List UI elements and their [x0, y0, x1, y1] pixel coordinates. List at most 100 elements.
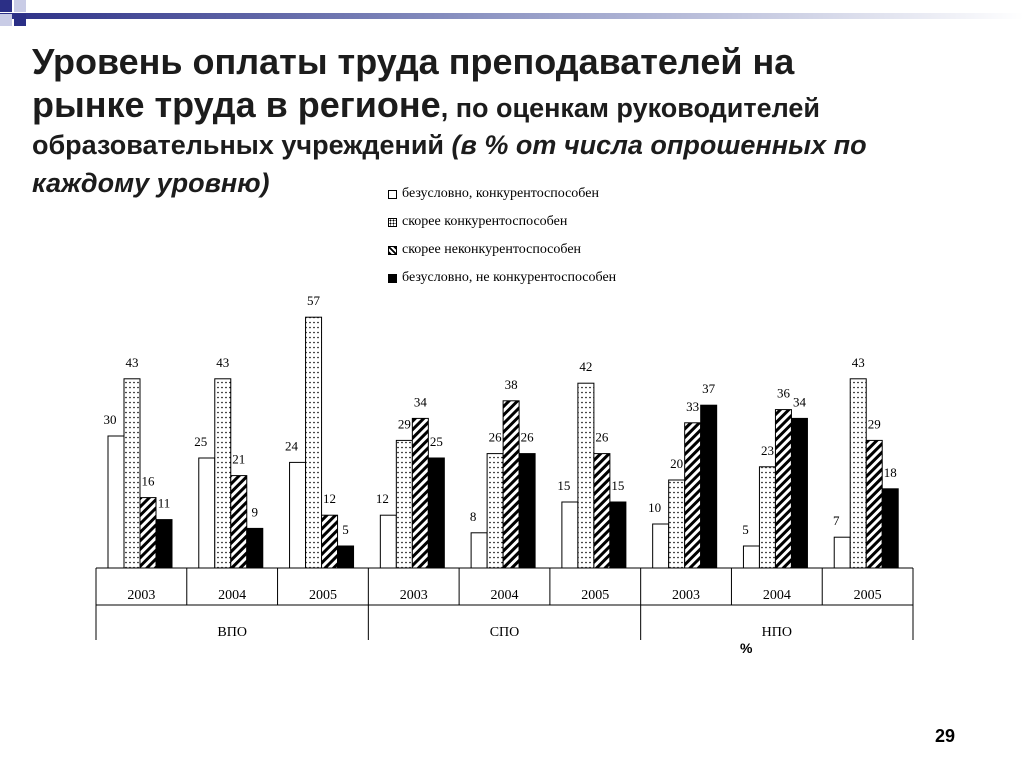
- bar-rather-competitive: [123, 378, 141, 569]
- bar-rather-competitive: [758, 466, 776, 569]
- data-label: 5: [342, 522, 349, 537]
- bar-certainly-competitive: [833, 536, 851, 569]
- data-label: 29: [398, 416, 411, 431]
- data-label: 12: [323, 491, 336, 506]
- legend-item: скорее конкурентоспособен: [388, 208, 616, 236]
- data-label: 12: [376, 491, 389, 506]
- data-label: 26: [489, 430, 503, 445]
- legend-item: безусловно, не конкурентоспособен: [388, 264, 616, 292]
- legend-item: скорее неконкурентоспособен: [388, 236, 616, 264]
- bar-rather-competitive: [395, 439, 413, 569]
- data-label: 36: [777, 386, 791, 401]
- x-tick-label-year: 2003: [127, 588, 155, 603]
- data-label: 57: [307, 293, 321, 308]
- bar-rather-competitive: [668, 479, 686, 569]
- bar-certainly-uncompetitive: [881, 488, 899, 569]
- data-label: 8: [470, 509, 477, 524]
- legend-label: безусловно, не конкурентоспособен: [402, 270, 617, 285]
- bar-certainly-competitive: [379, 514, 397, 569]
- data-label: 43: [216, 355, 229, 370]
- data-label: 34: [414, 394, 428, 409]
- x-tick-label-year: 2003: [400, 588, 428, 603]
- data-label: 42: [579, 359, 592, 374]
- data-label: 26: [595, 430, 609, 445]
- bar-certainly-uncompetitive: [518, 453, 536, 569]
- unit-label: %: [740, 640, 753, 656]
- title-line-2-rest: , по оценкам руководителей: [440, 93, 820, 123]
- x-group-label: СПО: [490, 625, 520, 640]
- bar-rather-competitive: [849, 378, 867, 569]
- bar-certainly-competitive: [289, 461, 307, 569]
- bar-certainly-competitive: [561, 501, 579, 569]
- bar-rather-uncompetitive: [139, 497, 157, 569]
- legend-swatch-diagonal: [388, 245, 397, 255]
- data-label: 38: [505, 377, 518, 392]
- data-label: 33: [686, 399, 699, 414]
- data-label: 10: [648, 500, 661, 515]
- x-tick-label-year: 2005: [309, 588, 337, 603]
- bar-rather-uncompetitive: [230, 475, 248, 569]
- bar-rather-uncompetitive: [411, 417, 429, 569]
- x-tick-label-year: 2004: [218, 588, 246, 603]
- x-tick-label-year: 2005: [854, 588, 882, 603]
- bar-rather-competitive: [577, 382, 595, 569]
- bar-certainly-competitive: [652, 523, 670, 569]
- bar-rather-uncompetitive: [502, 400, 520, 569]
- bar-certainly-uncompetitive: [700, 404, 718, 569]
- data-label: 5: [742, 522, 749, 537]
- data-label: 25: [194, 434, 207, 449]
- data-label: 23: [761, 443, 774, 458]
- data-label: 24: [285, 438, 299, 453]
- bar-certainly-uncompetitive: [337, 545, 355, 569]
- bar-rather-uncompetitive: [321, 514, 339, 569]
- bar-certainly-uncompetitive: [609, 501, 627, 569]
- bar-certainly-competitive: [742, 545, 760, 569]
- x-tick-label-year: 2005: [581, 588, 609, 603]
- bar-rather-competitive: [214, 378, 232, 569]
- data-label: 34: [793, 394, 807, 409]
- x-group-label: НПО: [762, 625, 792, 640]
- data-label: 15: [557, 478, 570, 493]
- legend-item: безусловно, конкурентоспособен: [388, 180, 616, 208]
- bar-certainly-competitive: [470, 532, 488, 569]
- data-label: 37: [702, 381, 716, 396]
- title-line-1: Уровень оплаты труда преподавателей на: [32, 41, 795, 82]
- data-label: 11: [158, 496, 171, 511]
- x-tick-label-year: 2004: [763, 588, 791, 603]
- data-label: 20: [670, 456, 683, 471]
- data-label: 43: [852, 355, 865, 370]
- chart-legend: безусловно, конкурентоспособен скорее ко…: [388, 180, 616, 292]
- data-label: 30: [104, 412, 117, 427]
- bar-rather-uncompetitive: [593, 453, 611, 569]
- data-label: 21: [232, 452, 245, 467]
- bar-certainly-uncompetitive: [246, 527, 264, 569]
- x-tick-label-year: 2003: [672, 588, 700, 603]
- legend-label: скорее неконкурентоспособен: [402, 242, 582, 257]
- page-number: 29: [935, 726, 956, 746]
- bar-certainly-uncompetitive: [790, 417, 808, 569]
- legend-swatch-black: [388, 273, 397, 283]
- slide-title: Уровень оплаты труда преподавателей на р…: [32, 40, 932, 202]
- bar-certainly-competitive: [107, 435, 125, 569]
- bar-rather-uncompetitive: [865, 439, 883, 569]
- data-label: 43: [126, 355, 139, 370]
- title-line-2-main: рынке труда в регионе: [32, 84, 441, 125]
- x-tick-label-year: 2004: [491, 588, 519, 603]
- title-line-4-italic: каждому уровню): [32, 168, 270, 198]
- legend-swatch-dots: [388, 217, 397, 227]
- legend-label: безусловно, конкурентоспособен: [402, 186, 599, 201]
- x-group-label: ВПО: [217, 625, 247, 640]
- bar-rather-competitive: [305, 316, 323, 569]
- bar-certainly-uncompetitive: [427, 457, 445, 569]
- legend-swatch-white: [388, 189, 397, 199]
- title-line-3-italic: (в % от числа опрошенных по: [444, 130, 867, 160]
- bar-rather-competitive: [486, 453, 504, 569]
- data-label: 7: [833, 513, 840, 528]
- legend-label: скорее конкурентоспособен: [402, 214, 568, 229]
- data-label: 29: [868, 416, 881, 431]
- data-label: 18: [884, 465, 897, 480]
- data-label: 26: [521, 430, 535, 445]
- title-line-3-plain: образовательных учреждений: [32, 130, 445, 160]
- data-label: 9: [252, 504, 259, 519]
